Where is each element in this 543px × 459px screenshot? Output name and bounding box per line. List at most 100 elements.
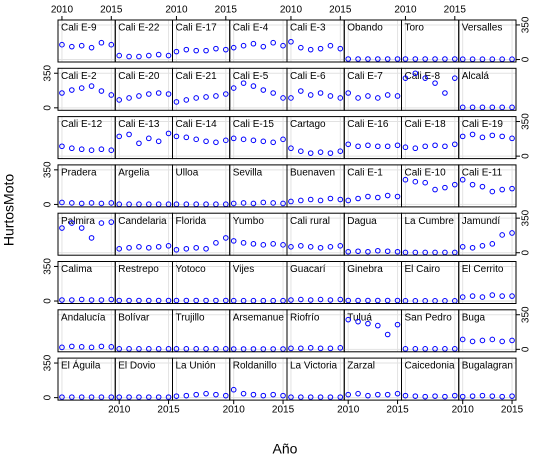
data-point bbox=[432, 142, 438, 149]
data-point bbox=[193, 244, 199, 251]
data-point bbox=[432, 186, 438, 193]
strip-label: Cali E-19 bbox=[462, 119, 504, 130]
data-point bbox=[203, 390, 209, 397]
data-point bbox=[108, 200, 115, 206]
data-point bbox=[270, 241, 276, 247]
data-point bbox=[394, 248, 401, 255]
y-tick-label: 350 bbox=[43, 64, 54, 81]
x-tick-label: 2015 bbox=[386, 405, 409, 416]
data-point bbox=[499, 338, 505, 345]
data-point bbox=[69, 200, 75, 206]
data-point bbox=[136, 297, 142, 304]
strip-label: Cali E-21 bbox=[176, 71, 218, 82]
y-tick-label: 350 bbox=[521, 209, 532, 226]
data-point bbox=[327, 394, 334, 400]
data-point bbox=[384, 331, 391, 338]
data-point bbox=[432, 80, 438, 86]
data-point bbox=[452, 75, 458, 81]
data-point bbox=[307, 345, 314, 351]
data-point bbox=[78, 344, 85, 350]
data-point bbox=[452, 181, 458, 188]
panel-border bbox=[458, 212, 517, 256]
data-point bbox=[499, 104, 505, 111]
data-point bbox=[509, 135, 515, 142]
data-point bbox=[479, 104, 486, 111]
data-point bbox=[317, 345, 324, 352]
data-point bbox=[126, 131, 132, 138]
data-point bbox=[59, 394, 65, 400]
data-point bbox=[78, 146, 85, 153]
data-point bbox=[307, 92, 314, 98]
strip-label: Guacarí bbox=[290, 264, 326, 275]
data-point bbox=[173, 393, 180, 399]
y-tick-label: 0 bbox=[43, 105, 54, 111]
data-point bbox=[126, 53, 132, 60]
strip-label: Bolívar bbox=[118, 312, 150, 323]
strip-label: Dagua bbox=[347, 216, 377, 227]
data-point bbox=[183, 97, 190, 103]
data-point bbox=[108, 41, 115, 48]
y-tick-label: 0 bbox=[521, 250, 532, 256]
strip-label: Pradera bbox=[61, 168, 97, 179]
data-point bbox=[442, 346, 448, 352]
data-point bbox=[203, 245, 209, 252]
data-point bbox=[327, 42, 334, 49]
data-point bbox=[469, 181, 476, 188]
strip-label: Toro bbox=[405, 23, 425, 34]
data-point bbox=[230, 386, 237, 393]
data-point bbox=[98, 200, 105, 207]
x-tick-label: 2010 bbox=[337, 405, 360, 416]
data-point bbox=[317, 394, 324, 400]
strip-label: Palmira bbox=[61, 216, 95, 227]
data-point bbox=[126, 95, 132, 101]
data-point bbox=[116, 245, 122, 252]
strip-label: Cali E-16 bbox=[347, 119, 389, 130]
data-point bbox=[270, 39, 276, 46]
data-point bbox=[337, 45, 344, 52]
data-point bbox=[69, 297, 75, 303]
data-point bbox=[280, 136, 286, 143]
data-point bbox=[509, 230, 515, 236]
data-point bbox=[260, 242, 267, 248]
x-tick-label: 2010 bbox=[108, 405, 131, 416]
strip-label: Jamundí bbox=[462, 216, 501, 227]
data-point bbox=[213, 45, 219, 52]
data-point bbox=[384, 143, 391, 150]
data-point bbox=[288, 345, 294, 352]
data-point bbox=[479, 243, 486, 249]
data-point bbox=[213, 240, 219, 246]
data-point bbox=[469, 104, 476, 111]
data-point bbox=[165, 297, 172, 304]
data-point bbox=[307, 394, 314, 400]
data-point bbox=[116, 297, 122, 304]
data-point bbox=[327, 93, 334, 99]
strip-label: Ginebra bbox=[347, 264, 383, 275]
strip-label: Caicedonia bbox=[405, 361, 455, 372]
data-point bbox=[509, 293, 515, 299]
data-point bbox=[193, 47, 199, 54]
data-point bbox=[59, 225, 65, 231]
data-point bbox=[432, 393, 438, 399]
y-tick-label: 350 bbox=[43, 161, 54, 178]
strip-label: Sevilla bbox=[233, 168, 263, 179]
data-point bbox=[155, 244, 162, 250]
data-point bbox=[146, 346, 152, 352]
strip-label: Cali E-13 bbox=[118, 119, 160, 130]
data-point bbox=[432, 56, 438, 62]
y-tick-label: 0 bbox=[43, 394, 54, 400]
data-point bbox=[155, 90, 162, 96]
data-point bbox=[365, 193, 371, 200]
x-tick-label: 2010 bbox=[280, 5, 303, 16]
strip-label: Cali E-7 bbox=[347, 71, 383, 82]
data-point bbox=[116, 52, 122, 59]
data-point bbox=[155, 138, 162, 145]
y-tick-label: 350 bbox=[521, 16, 532, 33]
data-point bbox=[442, 143, 448, 150]
data-point bbox=[412, 70, 419, 77]
strip-label: Obando bbox=[347, 23, 383, 34]
data-point bbox=[260, 87, 267, 93]
data-point bbox=[136, 93, 142, 99]
data-point bbox=[355, 195, 361, 202]
data-point bbox=[230, 44, 237, 51]
data-point bbox=[288, 394, 294, 400]
